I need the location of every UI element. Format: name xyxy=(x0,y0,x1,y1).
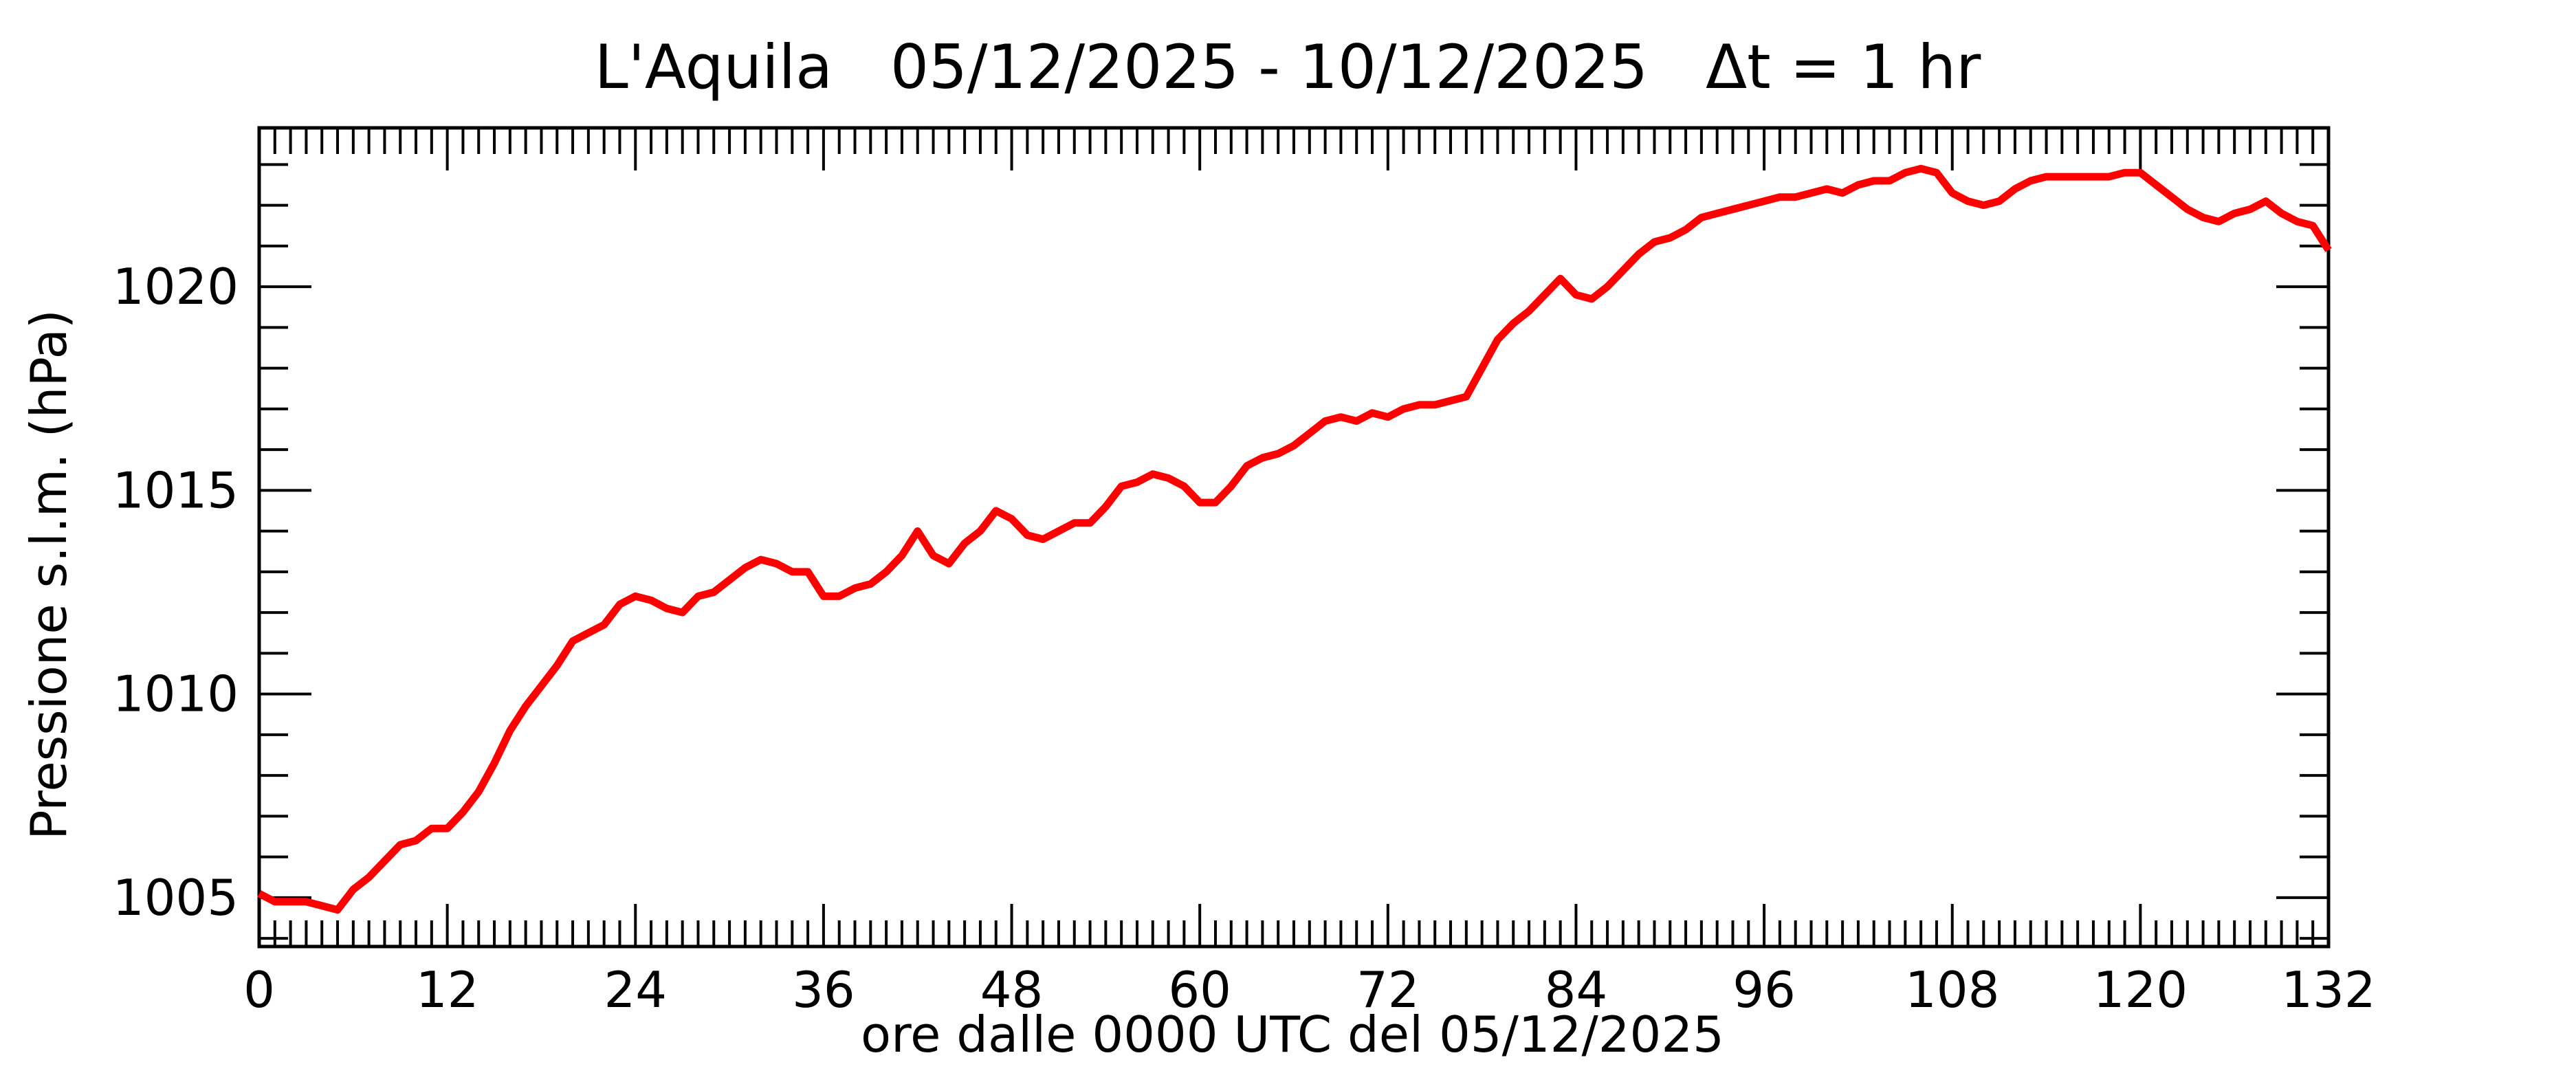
x-axis-label: ore dalle 0000 UTC del 05/12/2025 xyxy=(861,1006,1724,1063)
x-tick-label: 96 xyxy=(1732,961,1796,1019)
y-axis-label: Pressione s.l.m. (hPa) xyxy=(20,309,78,840)
plot-area: 0 12 24 36 48 60 72 84 96 108 120 132 1005101010151… xyxy=(113,126,2376,1019)
x-tick-label: 24 xyxy=(604,961,667,1019)
x-tick-label: 0 xyxy=(243,961,275,1019)
x-tick-label: 120 xyxy=(2093,961,2188,1019)
axis-ticks xyxy=(258,128,2330,947)
x-tick-label: 132 xyxy=(2281,961,2375,1019)
x-tick-label: 72 xyxy=(1356,961,1420,1019)
y-tick-label: 1015 xyxy=(113,461,239,519)
x-tick-label: 84 xyxy=(1545,961,1608,1019)
chart-title: L'Aquila 05/12/2025 - 10/12/2025 Δt = 1 … xyxy=(595,32,1981,102)
series-group xyxy=(257,164,2332,914)
y-tick-label: 1020 xyxy=(113,258,239,316)
x-tick-label: 12 xyxy=(416,961,479,1019)
x-tick-label: 60 xyxy=(1168,961,1231,1019)
x-tick-label: 36 xyxy=(792,961,855,1019)
x-tick-label: 108 xyxy=(1905,961,1999,1019)
y-tick-labels: 1005 1010 1015 1020 xyxy=(113,258,239,927)
y-tick-label: 1010 xyxy=(113,665,239,723)
pressure-series-line xyxy=(257,164,2332,914)
plot-frame xyxy=(257,126,2331,949)
x-tick-label: 48 xyxy=(980,961,1044,1019)
x-tick-labels: 0 12 24 36 48 60 72 84 96 108 120 132 xyxy=(243,961,2376,1019)
y-tick-label: 1005 xyxy=(113,869,239,927)
